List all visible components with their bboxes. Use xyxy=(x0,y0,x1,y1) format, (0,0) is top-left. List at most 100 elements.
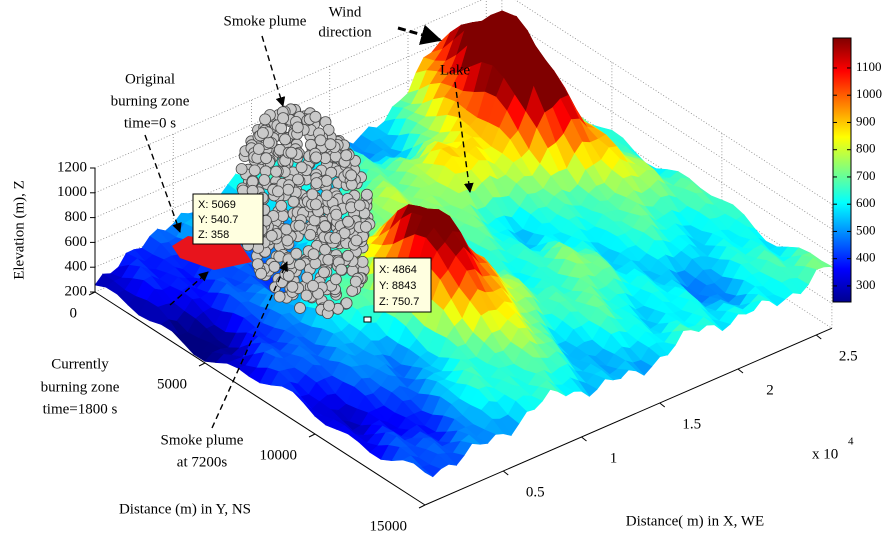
smoke-particle xyxy=(346,170,357,181)
x-exponent-base: x 10 xyxy=(812,446,838,462)
annotation: Lake xyxy=(440,62,470,78)
smoke-particle xyxy=(282,235,293,246)
smoke-particle xyxy=(286,147,297,158)
smoke-particle xyxy=(321,190,332,201)
y-tick-label: 0 xyxy=(70,305,78,321)
z-axis-label: Elevation (m), Z xyxy=(11,180,27,280)
smoke-particle xyxy=(296,162,307,173)
smoke-particle xyxy=(278,113,289,124)
annotation: direction xyxy=(318,24,372,40)
smoke-particle xyxy=(257,128,268,139)
smoke-particle xyxy=(343,216,354,227)
smoke-particle xyxy=(321,175,332,186)
smoke-particle xyxy=(310,111,321,122)
annotation: Smoke plume xyxy=(224,13,307,29)
smoke-particle xyxy=(266,230,277,241)
annotation: time=1800 s xyxy=(43,401,118,417)
datatip-text: Y: 8843 xyxy=(379,280,416,292)
smoke-particle xyxy=(323,254,334,265)
smoke-particle xyxy=(269,261,280,272)
datatip: X: 4864 Y: 8843 Z: 750.7 xyxy=(364,258,431,322)
smoke-particle xyxy=(311,178,322,189)
datatip-text: X: 5069 xyxy=(198,199,236,211)
smoke-particle xyxy=(283,184,294,195)
colorbar-tick-label: 1100 xyxy=(856,59,882,74)
y-tick-label: 10000 xyxy=(260,447,298,463)
x-exponent-power: 4 xyxy=(848,436,854,448)
y-tick xyxy=(309,434,315,437)
annotation: Original xyxy=(125,71,175,87)
y-tick xyxy=(419,505,425,508)
datatip-text: Z: 358 xyxy=(198,229,229,241)
smoke-particle xyxy=(236,164,247,175)
x-axis-label: Distance( m) in X, WE xyxy=(626,513,764,529)
smoke-particle xyxy=(315,135,326,146)
smoke-particle xyxy=(308,249,319,260)
smoke-particle xyxy=(259,175,270,186)
y-axis-label: Distance (m) in Y, NS xyxy=(119,501,251,517)
smoke-particle xyxy=(351,235,362,246)
z-tick-label: 600 xyxy=(65,234,88,250)
datatip-text: Y: 540.7 xyxy=(198,214,238,226)
x-tick xyxy=(816,335,821,339)
colorbar-tick-label: 800 xyxy=(856,141,876,156)
annotation: burning zone xyxy=(41,379,120,395)
smoke-particle xyxy=(343,250,354,261)
smoke-particle xyxy=(336,264,347,275)
annotation: Smoke plume xyxy=(161,432,244,448)
colorbar-tick-label: 500 xyxy=(856,222,876,237)
smoke-particle xyxy=(308,280,319,291)
colorbar-tick-label: 900 xyxy=(856,113,876,128)
arrow xyxy=(262,36,283,106)
annotation: burning zone xyxy=(111,93,190,109)
smoke-particle xyxy=(357,256,368,267)
smoke-particle xyxy=(361,189,372,200)
colorbar-tick-label: 700 xyxy=(856,168,876,183)
smoke-particle xyxy=(331,209,342,220)
smoke-particle xyxy=(276,200,287,211)
smoke-particle xyxy=(253,144,264,155)
y-tick-label: 5000 xyxy=(157,376,187,392)
colorbar-tick-label: 300 xyxy=(856,277,876,292)
smoke-particle xyxy=(325,139,336,150)
x-tick xyxy=(582,437,587,441)
smoke-particle xyxy=(341,150,352,161)
smoke-particle xyxy=(295,259,306,270)
smoke-particle xyxy=(271,166,282,177)
datatip: X: 5069 Y: 540.7 Z: 358 xyxy=(193,194,263,244)
smoke-particle xyxy=(330,233,341,244)
smoke-particle xyxy=(294,220,305,231)
annotation: Wind xyxy=(329,4,362,20)
annotation: Currently xyxy=(51,356,109,372)
figure: 200400600800100012000500010000150000.511… xyxy=(0,0,887,533)
smoke-particle xyxy=(276,123,287,134)
smoke-particle xyxy=(260,114,271,125)
colorbar-tick-label: 1000 xyxy=(856,86,882,101)
smoke-particle xyxy=(301,290,312,301)
smoke-particle xyxy=(292,122,303,133)
x-tick-label: 2 xyxy=(766,382,774,398)
smoke-particle xyxy=(293,174,304,185)
smoke-particle xyxy=(295,303,306,314)
smoke-particle xyxy=(360,221,371,232)
x-tick-label: 0.5 xyxy=(526,484,545,500)
x-tick-label: 2.5 xyxy=(839,348,858,364)
y-tick-label: 15000 xyxy=(370,518,408,533)
x-tick-label: 1 xyxy=(610,450,618,466)
z-tick-label: 1000 xyxy=(57,184,87,200)
x-tick-label: 1.5 xyxy=(682,416,701,432)
smoke-particle xyxy=(291,248,302,259)
datatip-text: X: 4864 xyxy=(379,264,417,276)
x-tick xyxy=(738,369,743,373)
arrow xyxy=(145,135,180,232)
smoke-particle xyxy=(354,200,365,211)
smoke-particle xyxy=(319,267,330,278)
z-tick-label: 800 xyxy=(65,209,88,225)
smoke-particle xyxy=(330,274,341,285)
smoke-particle xyxy=(311,152,322,163)
smoke-particle xyxy=(274,291,285,302)
annotation: at 7200s xyxy=(177,454,228,470)
smoke-particle xyxy=(310,199,321,210)
smoke-particle xyxy=(320,221,331,232)
y-tick xyxy=(199,363,205,366)
